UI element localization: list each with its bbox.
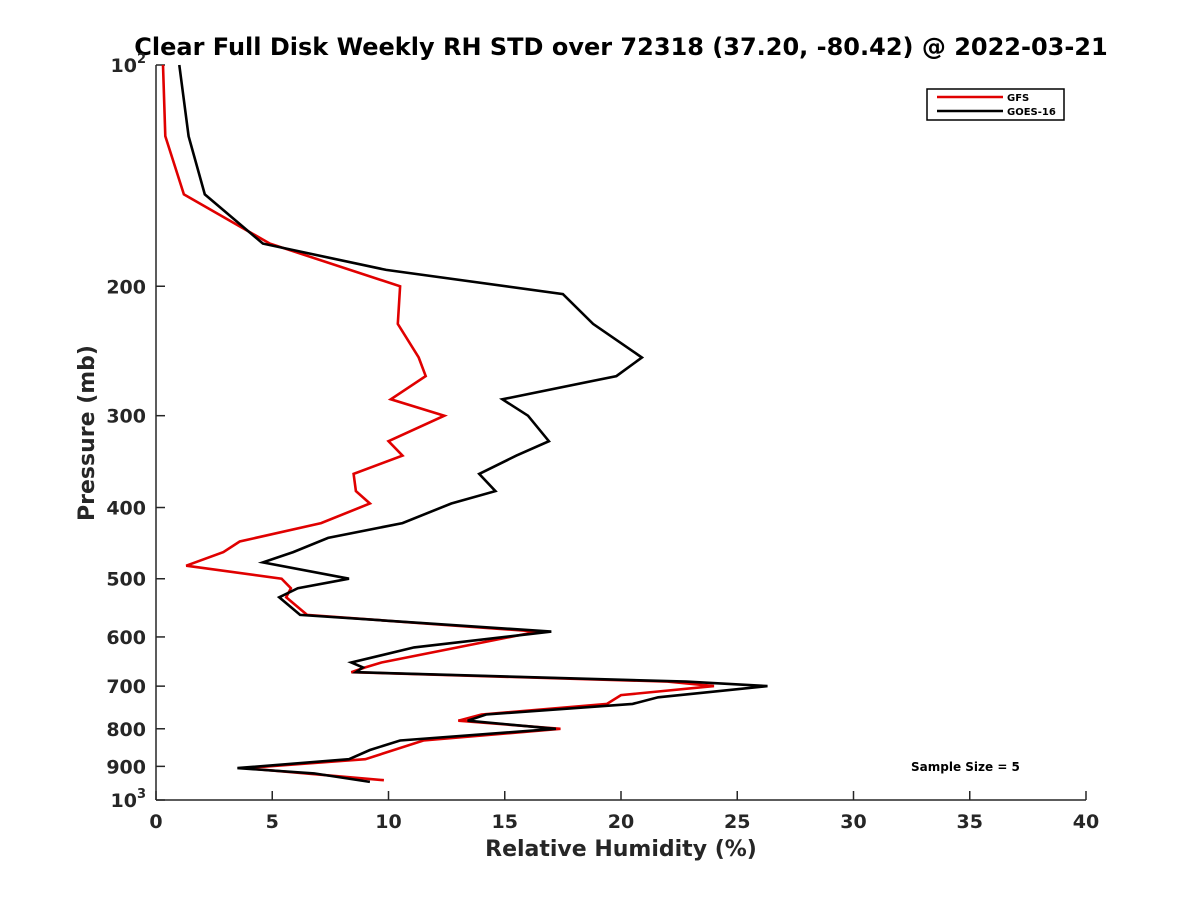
y-tick-label-900: 900: [106, 756, 146, 778]
y-tick-label-200: 200: [106, 276, 146, 298]
x-tick-label-5: 5: [266, 811, 279, 833]
legend-label-goes16: GOES-16: [1007, 107, 1056, 118]
y-tick-label-100: 102: [111, 52, 147, 77]
x-tick-label-10: 10: [375, 811, 401, 833]
legend-box: [926, 88, 1065, 121]
x-tick-label-25: 25: [724, 811, 750, 833]
x-tick-label-15: 15: [492, 811, 518, 833]
legend: GFS GOES-16: [926, 88, 1065, 121]
x-axis-label: Relative Humidity (%): [485, 837, 757, 862]
chart-title: Clear Full Disk Weekly RH STD over 72318…: [134, 33, 1107, 61]
plot-area: 0 5 10 15 20 25 30 35 40 102 200 300 400 500 600 700 800…: [106, 52, 1099, 833]
x-tick-label-20: 20: [608, 811, 634, 833]
series-line-goes-16: [178, 64, 768, 784]
y-tick-label-500: 500: [106, 569, 146, 591]
y-tick-label-1000: 103: [111, 787, 147, 812]
y-tick-label-800: 800: [106, 719, 146, 741]
y-tick-label-300: 300: [106, 406, 146, 428]
x-tick-label-30: 30: [840, 811, 866, 833]
x-tick-label-40: 40: [1073, 811, 1099, 833]
y-axis-label: Pressure (mb): [75, 345, 100, 521]
y-tick-label-600: 600: [106, 627, 146, 649]
series-line-gfs: [161, 64, 715, 782]
y-tick-label-700: 700: [106, 676, 146, 698]
x-tick-label-0: 0: [149, 811, 162, 833]
x-tick-label-35: 35: [957, 811, 983, 833]
sample-size-annotation: Sample Size = 5: [911, 760, 1020, 774]
legend-label-gfs: GFS: [1007, 93, 1029, 104]
y-tick-label-400: 400: [106, 498, 146, 520]
